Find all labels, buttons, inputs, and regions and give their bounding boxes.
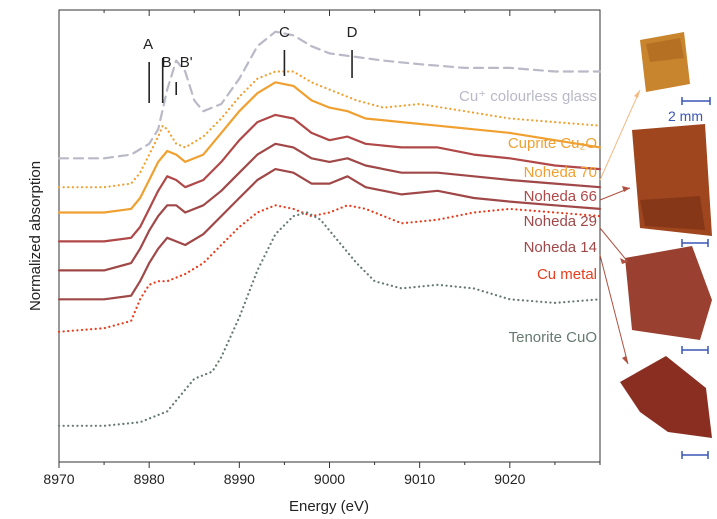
scale-bar-1 xyxy=(681,97,711,105)
series-line-1 xyxy=(57,70,602,189)
photo-arrow-3 xyxy=(599,227,629,263)
photo-arrowhead-4 xyxy=(622,356,628,364)
series-layer xyxy=(57,30,602,427)
scale-bar-label: 2 mm xyxy=(668,108,703,124)
series-line-0 xyxy=(57,30,602,160)
x-axis-ticks: 8970 8980 8990 9000 9010 9020 xyxy=(43,10,601,487)
series-line-3 xyxy=(57,113,602,243)
series-line-2 xyxy=(57,81,602,214)
photo-arrowhead-3 xyxy=(620,258,628,264)
sample-photo-3 xyxy=(625,246,712,340)
x-tick-label: 9020 xyxy=(494,471,525,487)
series-label-6: Cu metal xyxy=(537,266,597,283)
x-tick-label: 8980 xyxy=(134,471,165,487)
photo-arrowhead-1 xyxy=(634,90,640,98)
y-axis-title: Normalized absorption xyxy=(27,161,44,311)
plot-frame xyxy=(58,9,601,463)
series-label-2: Noheda 70 xyxy=(524,164,597,181)
marker-label-3: C xyxy=(279,24,290,41)
x-tick-label: 9010 xyxy=(404,471,435,487)
series-line-7 xyxy=(57,211,602,427)
scale-bar-2 xyxy=(681,239,709,247)
marker-label-2: B' xyxy=(180,54,193,71)
series-line-5 xyxy=(57,168,602,301)
x-axis-title: Energy (eV) xyxy=(289,498,369,515)
sample-photo-4 xyxy=(620,356,712,438)
photo-arrowhead-2 xyxy=(622,186,630,192)
series-label-3: Noheda 66 xyxy=(524,188,597,205)
sample-photo-1-shade xyxy=(646,38,684,62)
sample-photo-2-shade xyxy=(640,196,705,230)
series-label-1: Cuprite Cu₂O xyxy=(508,135,597,152)
edge-markers: AB B' C D xyxy=(143,24,358,103)
scale-bar-4 xyxy=(681,451,709,459)
series-label-5: Noheda 14 xyxy=(524,239,597,256)
marker-label-4: D xyxy=(347,24,358,41)
series-line-6 xyxy=(57,204,602,333)
x-tick-label: 8970 xyxy=(43,471,74,487)
series-label-4: Noheda 29 xyxy=(524,213,597,230)
x-tick-label: 9000 xyxy=(314,471,345,487)
series-label-7: Tenorite CuO xyxy=(509,329,597,346)
photo-arrow-4 xyxy=(599,254,629,365)
marker-label-1: B xyxy=(162,54,172,71)
series-line-4 xyxy=(57,142,602,272)
series-label-0: Cu⁺ colourless glass xyxy=(459,88,597,105)
marker-label-0: A xyxy=(143,36,153,53)
series-labels: Cu⁺ colourless glass Cuprite Cu₂O Noheda 7… xyxy=(459,88,597,346)
scale-bar-3 xyxy=(681,346,709,354)
x-tick-label: 8990 xyxy=(224,471,255,487)
photo-arrow-1 xyxy=(599,89,641,181)
sample-photos: 2 mm xyxy=(599,32,712,459)
